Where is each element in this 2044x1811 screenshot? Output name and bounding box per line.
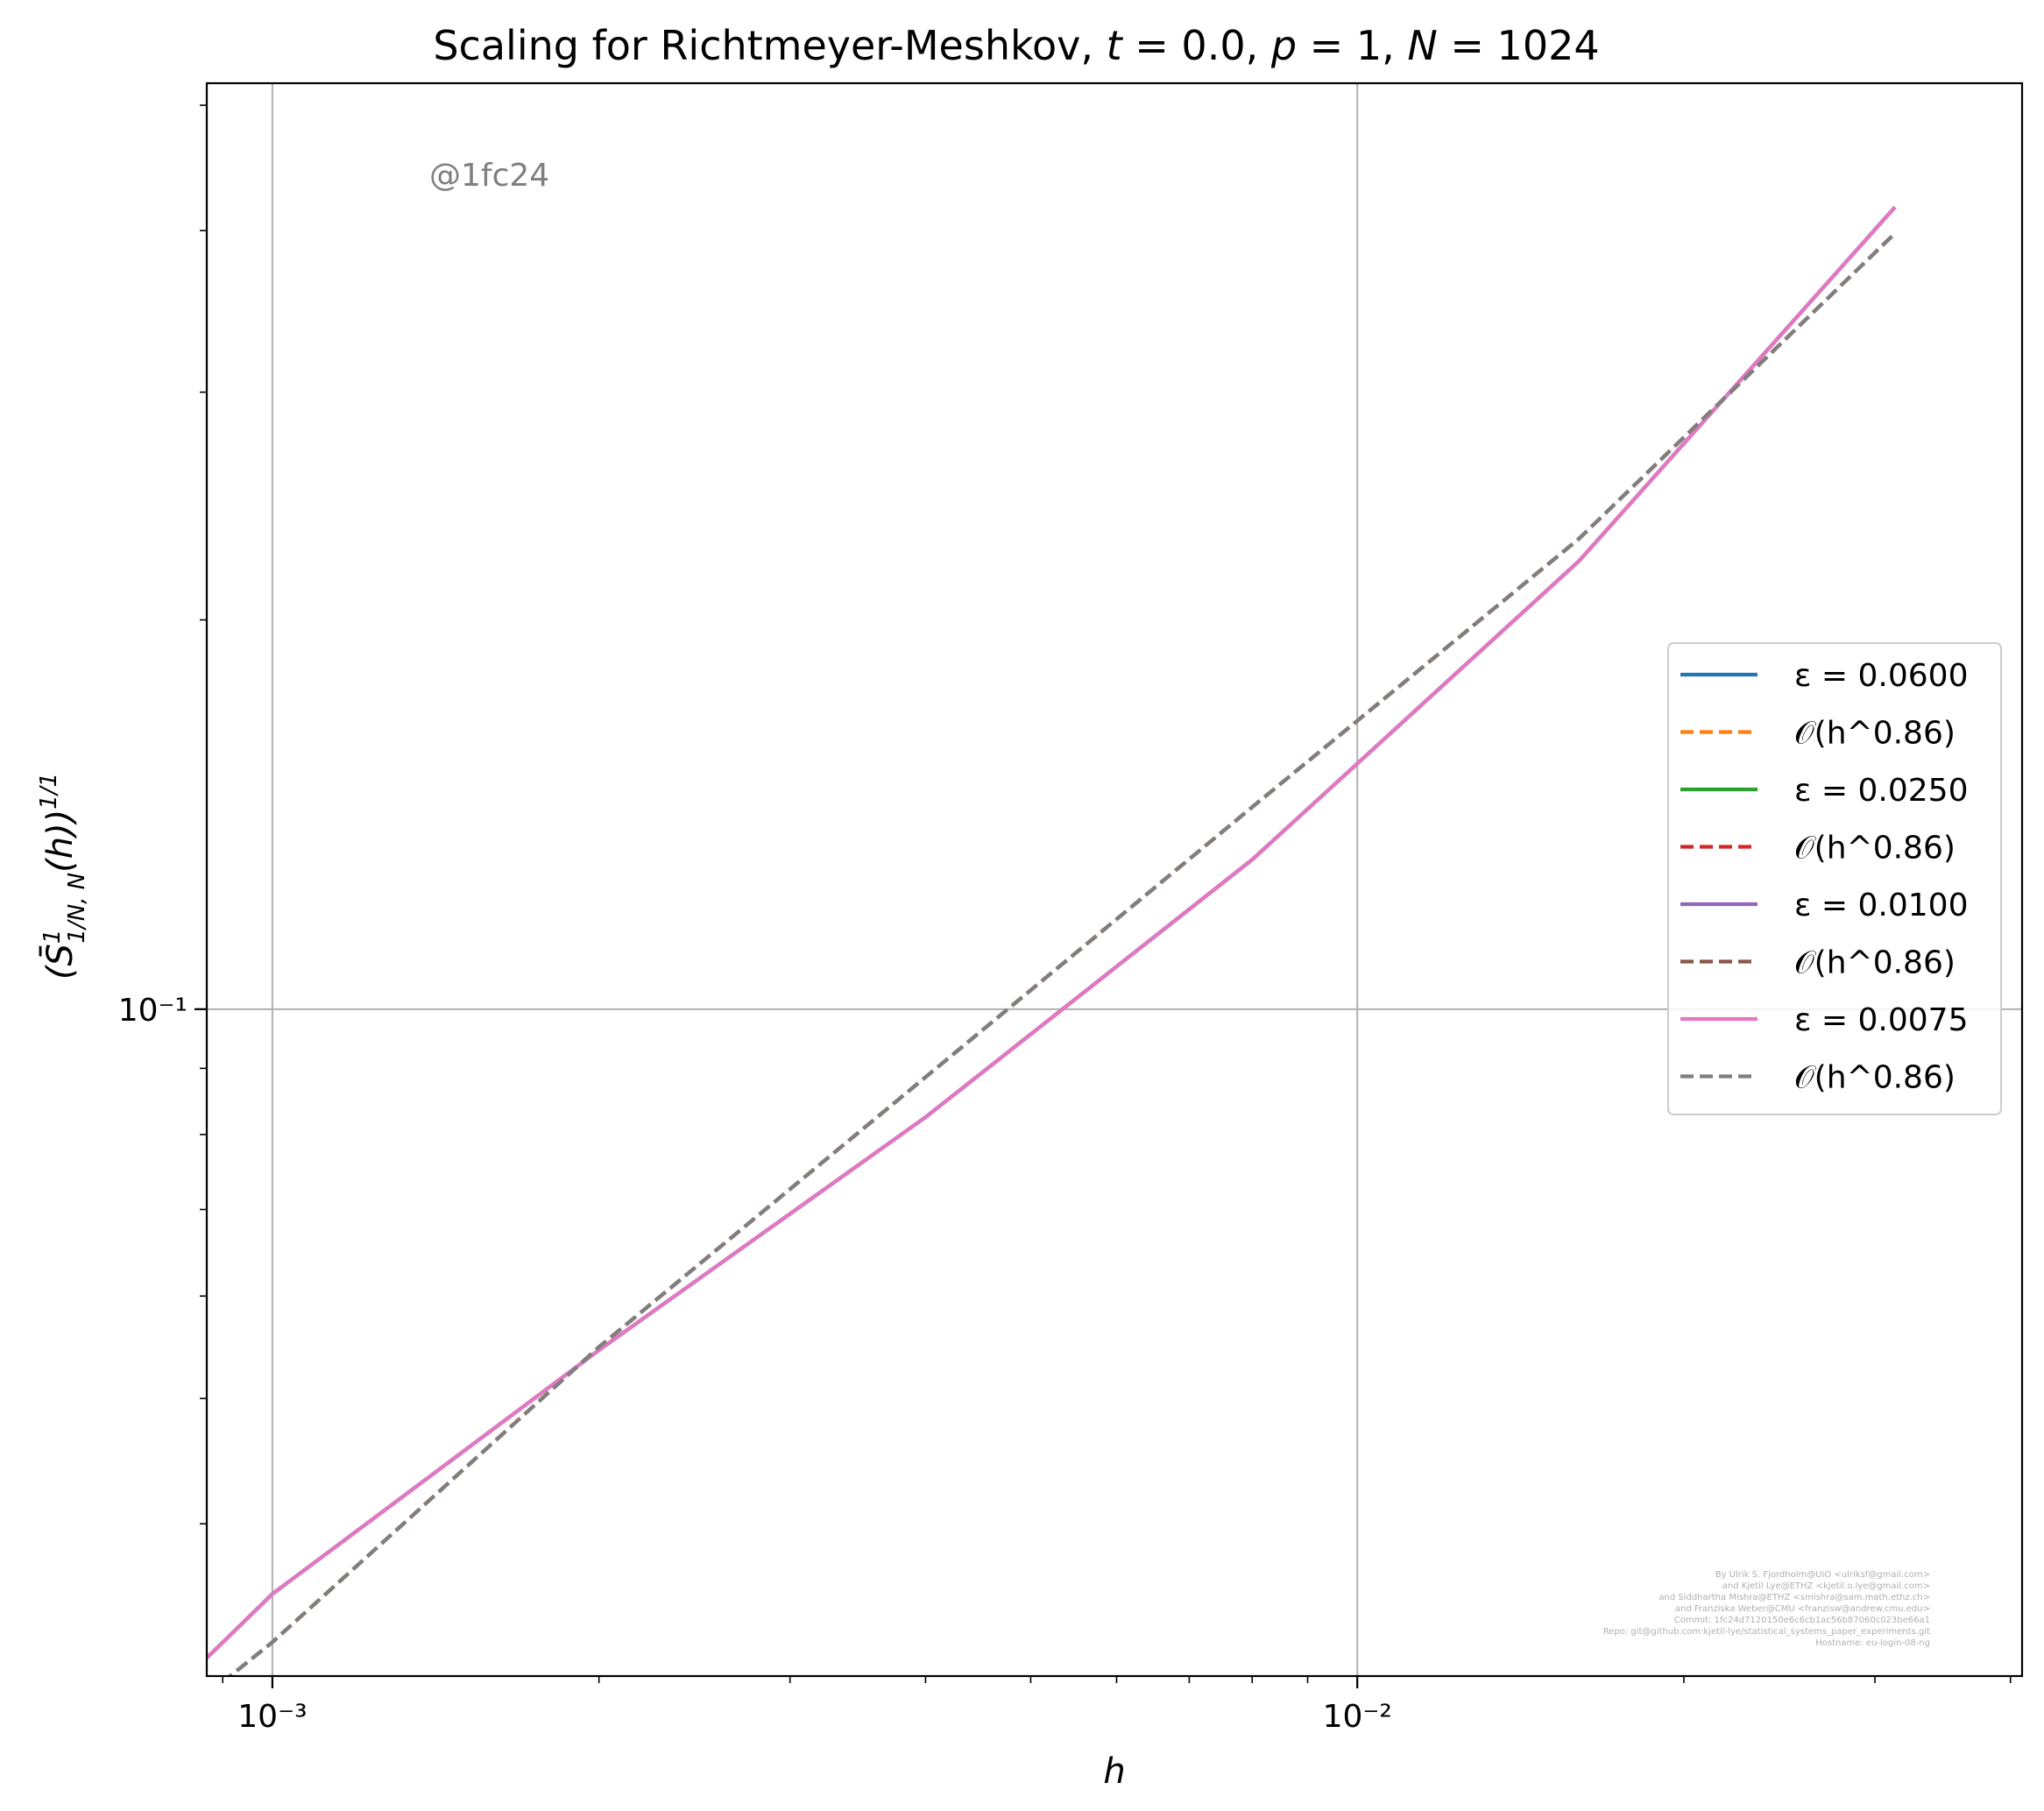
x-axis-label: h (1103, 1751, 1125, 1792)
legend-label-2: ε = 0.0250 (1794, 773, 1968, 809)
legend-label-7: 𝒪(h^0.86) (1794, 1060, 1956, 1096)
credits-block: By Ulrik S. Fjordholm@UiO <ulriksf@gmail… (1603, 1570, 1930, 1648)
legend-label-1: 𝒪(h^0.86) (1794, 716, 1956, 752)
credit-line-3: and Franziska Weber@CMU <franzisw@andrew… (1675, 1604, 1930, 1614)
credit-line-1: and Kjetil Lye@ETHZ <kjetil.o.lye@gmail.… (1722, 1581, 1930, 1591)
y-tick-label-0: 10⁻¹ (118, 993, 187, 1029)
legend-label-4: ε = 0.0100 (1794, 888, 1968, 923)
series-line-6 (207, 206, 1897, 1659)
legend: ε = 0.0600 𝒪(h^0.86) ε = 0.0250 𝒪(h^0.86) ε … (1667, 642, 2002, 1115)
credit-line-5: Repo: git@github.com:kjetil-lye/statisti… (1603, 1627, 1930, 1637)
legend-label-5: 𝒪(h^0.86) (1794, 945, 1956, 981)
plot-area (207, 206, 1897, 1676)
legend-label-3: 𝒪(h^0.86) (1794, 831, 1956, 867)
legend-label-6: ε = 0.0075 (1794, 1002, 1968, 1038)
credit-line-4: Commit: 1fc24d7120150e6c6cb1ac56b87060c0… (1674, 1616, 1930, 1625)
credit-line-0: By Ulrik S. Fjordholm@UiO <ulriksf@gmail… (1715, 1570, 1930, 1580)
legend-label-0: ε = 0.0600 (1794, 658, 1968, 694)
x-tick-label-1: 10⁻² (1323, 1699, 1392, 1735)
watermark-annotation: @1fc24 (429, 158, 549, 194)
axes-frame (205, 81, 2024, 1678)
y-axis-label: (S̄11/N, N(h))1/1 (36, 773, 90, 980)
axis-ticks: 10⁻³ 10⁻² 10⁻¹ (118, 104, 2012, 1735)
series-line-7 (227, 231, 1897, 1676)
chart-title: Scaling for Richtmeyer-Meshkov, t = 0.0,… (433, 22, 1599, 69)
credit-line-2: and Siddhartha Mishra@ETHZ <smishra@sam.… (1659, 1593, 1930, 1602)
series-layer (207, 206, 1897, 1676)
credit-line-6: Hostname: eu-login-08-ng (1815, 1638, 1930, 1648)
legend-box (1667, 642, 2002, 1115)
x-tick-label-0: 10⁻³ (237, 1699, 307, 1735)
svg-text:(S̄11/N, N(h))1/1: (S̄11/N, N(h))1/1 (36, 773, 90, 980)
